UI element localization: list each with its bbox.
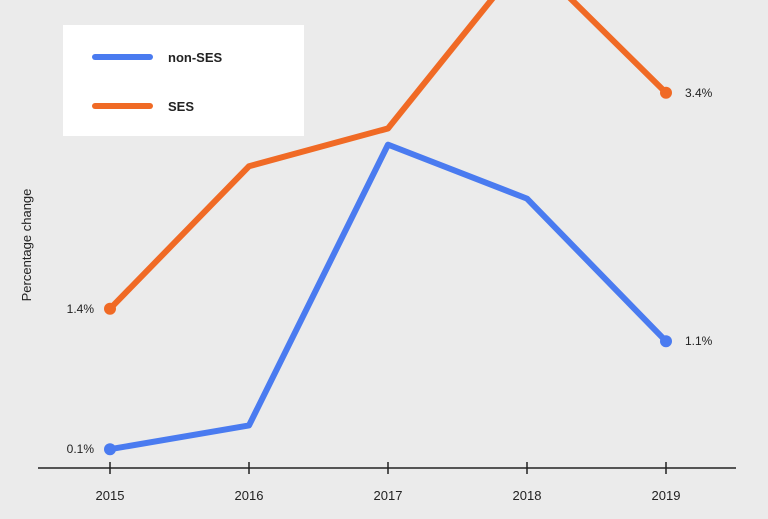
data-label: 1.4% xyxy=(67,302,95,316)
x-tick-label: 2016 xyxy=(235,488,264,503)
series-line xyxy=(107,0,669,312)
data-point xyxy=(660,86,672,99)
data-label: 0.1% xyxy=(67,442,95,456)
legend: non-SES SES xyxy=(92,50,222,114)
legend-label: non-SES xyxy=(168,50,222,65)
data-point xyxy=(104,443,116,456)
x-tick-label: 2015 xyxy=(96,488,125,503)
series-line xyxy=(107,141,669,453)
data-label: 3.4% xyxy=(685,86,713,100)
data-label: 1.1% xyxy=(685,334,713,348)
data-point xyxy=(104,302,116,315)
legend-label: SES xyxy=(168,99,194,114)
x-tick-label: 2018 xyxy=(513,488,542,503)
y-axis-label: Percentage change xyxy=(19,189,34,302)
x-tick-label: 2017 xyxy=(374,488,403,503)
data-point xyxy=(660,335,672,348)
x-tick-label: 2019 xyxy=(652,488,681,503)
legend-box xyxy=(63,25,304,136)
series-layer: 0.1% 1.1% 1.4% 3.4% xyxy=(67,0,713,456)
x-axis-ticks: 2015 2016 2017 2018 2019 xyxy=(96,462,681,503)
